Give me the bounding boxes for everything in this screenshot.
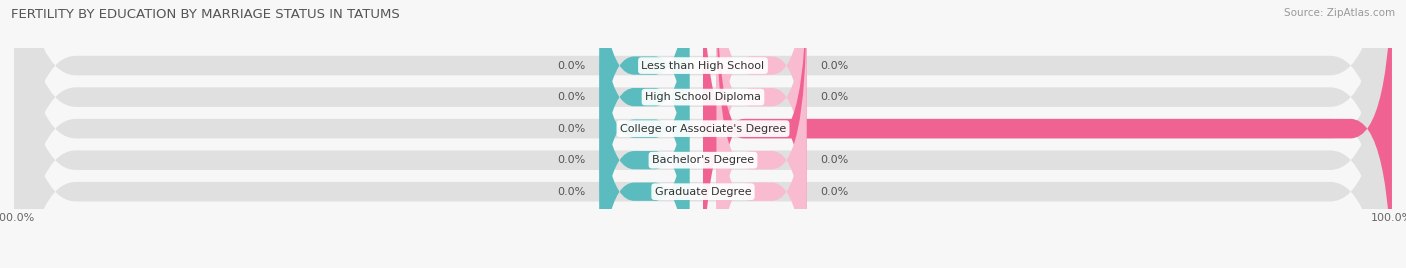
Text: 0.0%: 0.0% bbox=[558, 92, 586, 102]
FancyBboxPatch shape bbox=[14, 0, 1392, 268]
Text: Graduate Degree: Graduate Degree bbox=[655, 187, 751, 197]
Text: 0.0%: 0.0% bbox=[820, 92, 848, 102]
Text: College or Associate's Degree: College or Associate's Degree bbox=[620, 124, 786, 134]
Text: 0.0%: 0.0% bbox=[558, 124, 586, 134]
FancyBboxPatch shape bbox=[703, 0, 1392, 268]
FancyBboxPatch shape bbox=[599, 0, 689, 268]
FancyBboxPatch shape bbox=[599, 0, 689, 245]
FancyBboxPatch shape bbox=[599, 0, 689, 214]
FancyBboxPatch shape bbox=[717, 0, 807, 214]
Text: 0.0%: 0.0% bbox=[558, 187, 586, 197]
Text: 0.0%: 0.0% bbox=[558, 61, 586, 70]
FancyBboxPatch shape bbox=[717, 12, 807, 268]
Text: 0.0%: 0.0% bbox=[820, 61, 848, 70]
FancyBboxPatch shape bbox=[599, 43, 689, 268]
Text: FERTILITY BY EDUCATION BY MARRIAGE STATUS IN TATUMS: FERTILITY BY EDUCATION BY MARRIAGE STATU… bbox=[11, 8, 399, 21]
FancyBboxPatch shape bbox=[717, 0, 807, 245]
FancyBboxPatch shape bbox=[14, 0, 1392, 268]
FancyBboxPatch shape bbox=[14, 0, 1392, 268]
FancyBboxPatch shape bbox=[717, 43, 807, 268]
FancyBboxPatch shape bbox=[599, 12, 689, 268]
Text: Less than High School: Less than High School bbox=[641, 61, 765, 70]
Text: 0.0%: 0.0% bbox=[558, 155, 586, 165]
FancyBboxPatch shape bbox=[14, 0, 1392, 268]
FancyBboxPatch shape bbox=[717, 0, 807, 268]
Text: High School Diploma: High School Diploma bbox=[645, 92, 761, 102]
Text: Source: ZipAtlas.com: Source: ZipAtlas.com bbox=[1284, 8, 1395, 18]
FancyBboxPatch shape bbox=[14, 0, 1392, 268]
Text: Bachelor's Degree: Bachelor's Degree bbox=[652, 155, 754, 165]
Text: 0.0%: 0.0% bbox=[820, 187, 848, 197]
Text: 0.0%: 0.0% bbox=[820, 155, 848, 165]
